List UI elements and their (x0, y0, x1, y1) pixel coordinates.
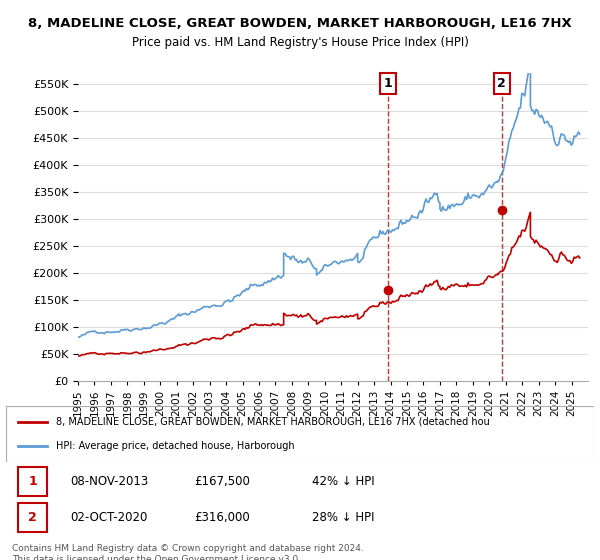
Text: 2: 2 (497, 77, 506, 90)
Text: HPI: Average price, detached house, Harborough: HPI: Average price, detached house, Harb… (56, 441, 295, 451)
Text: 1: 1 (384, 77, 392, 90)
Text: £316,000: £316,000 (194, 511, 250, 524)
Text: Contains HM Land Registry data © Crown copyright and database right 2024.
This d: Contains HM Land Registry data © Crown c… (12, 544, 364, 560)
Text: 08-NOV-2013: 08-NOV-2013 (71, 475, 149, 488)
Text: Price paid vs. HM Land Registry's House Price Index (HPI): Price paid vs. HM Land Registry's House … (131, 36, 469, 49)
Text: 02-OCT-2020: 02-OCT-2020 (71, 511, 148, 524)
Text: 1: 1 (28, 475, 37, 488)
Text: £167,500: £167,500 (194, 475, 250, 488)
Bar (18, 503, 47, 531)
Text: 8, MADELINE CLOSE, GREAT BOWDEN, MARKET HARBOROUGH, LE16 7HX (detached hou: 8, MADELINE CLOSE, GREAT BOWDEN, MARKET … (56, 417, 490, 427)
Text: 28% ↓ HPI: 28% ↓ HPI (312, 511, 374, 524)
Text: 42% ↓ HPI: 42% ↓ HPI (312, 475, 374, 488)
Bar (18, 467, 47, 496)
Text: 8, MADELINE CLOSE, GREAT BOWDEN, MARKET HARBOROUGH, LE16 7HX: 8, MADELINE CLOSE, GREAT BOWDEN, MARKET … (28, 17, 572, 30)
Text: 2: 2 (28, 511, 37, 524)
